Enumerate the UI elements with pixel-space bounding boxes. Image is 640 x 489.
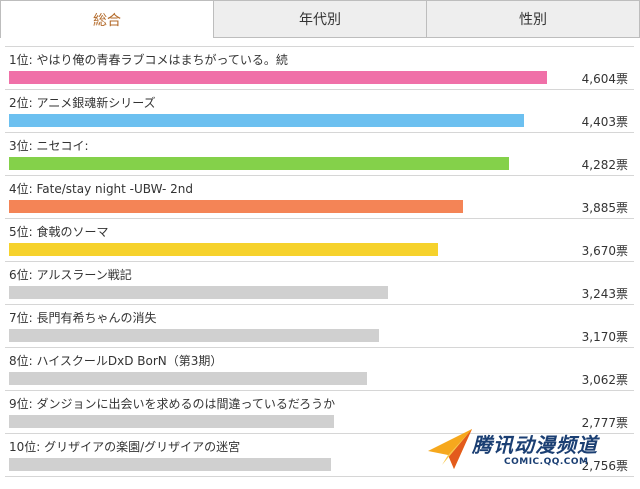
vote-count: 3,670票 (581, 244, 628, 258)
watermark-name: 腾讯动漫频道 (472, 433, 598, 457)
ranking-row-7: 7位: 長門有希ちゃんの消失 3,170票 (5, 305, 634, 348)
vote-count: 3,170票 (581, 330, 628, 344)
ranking-title: 10位: グリザイアの楽園/グリザイアの迷宮 (9, 440, 241, 454)
vote-bar (9, 243, 438, 256)
ranking-title: 6位: アルスラーン戦記 (9, 268, 132, 282)
watermark-logo: 腾讯动漫频道 COMIC.QQ.COM (426, 425, 626, 477)
vote-count: 3,062票 (581, 373, 628, 387)
ranking-row-2: 2位: アニメ銀魂新シリーズ 4,403票 (5, 90, 634, 133)
vote-bar (9, 157, 509, 170)
vote-count: 3,885票 (581, 201, 628, 215)
vote-bar (9, 415, 334, 428)
ranking-title: 2位: アニメ銀魂新シリーズ (9, 96, 156, 110)
ranking-row-1: 1位: やはり俺の青春ラブコメはまちがっている。続 4,604票 (5, 47, 634, 90)
ranking-title: 3位: ニセコイ: (9, 139, 89, 153)
watermark-url: COMIC.QQ.COM (504, 457, 589, 467)
vote-count: 4,282票 (581, 158, 628, 172)
ranking-title: 1位: やはり俺の青春ラブコメはまちがっている。続 (9, 53, 288, 67)
ranking-row-4: 4位: Fate/stay night -UBW- 2nd 3,885票 (5, 176, 634, 219)
vote-bar (9, 372, 367, 385)
ranking-row-10: 10位: グリザイアの楽園/グリザイアの迷宮 2,756票 (5, 434, 634, 477)
vote-count: 3,243票 (581, 287, 628, 301)
vote-bar (9, 71, 547, 84)
ranking-title: 8位: ハイスクールDxD BorN（第3期） (9, 354, 223, 368)
vote-count: 4,604票 (581, 72, 628, 86)
paper-plane-logo-icon (428, 429, 472, 469)
ranking-row-6: 6位: アルスラーン戦記 3,243票 (5, 262, 634, 305)
vote-bar (9, 329, 379, 342)
ranking-row-5: 5位: 食戟のソーマ 3,670票 (5, 219, 634, 262)
ranking-title: 5位: 食戟のソーマ (9, 225, 109, 239)
vote-bar (9, 286, 388, 299)
ranking-title: 7位: 長門有希ちゃんの消失 (9, 311, 157, 325)
vote-bar (9, 458, 331, 471)
vote-count: 4,403票 (581, 115, 628, 129)
ranking-title: 4位: Fate/stay night -UBW- 2nd (9, 182, 193, 196)
ranking-row-9: 9位: ダンジョンに出会いを求めるのは間違っているだろうか 2,777票 (5, 391, 634, 434)
ranking-row-8: 8位: ハイスクールDxD BorN（第3期） 3,062票 (5, 348, 634, 391)
vote-bar (9, 114, 524, 127)
ranking-title: 9位: ダンジョンに出会いを求めるのは間違っているだろうか (9, 397, 336, 411)
tab-by-age[interactable]: 年代別 (214, 0, 427, 38)
vote-count: 2,777票 (581, 416, 628, 430)
tab-bar: 総合 年代別 性別 (0, 0, 640, 38)
tab-overall[interactable]: 総合 (0, 0, 214, 38)
tab-by-gender[interactable]: 性別 (427, 0, 640, 38)
vote-count: 2,756票 (581, 459, 628, 473)
vote-bar (9, 200, 463, 213)
ranking-list: 1位: やはり俺の青春ラブコメはまちがっている。続 4,604票 2位: アニメ… (5, 46, 634, 486)
ranking-row-3: 3位: ニセコイ: 4,282票 (5, 133, 634, 176)
